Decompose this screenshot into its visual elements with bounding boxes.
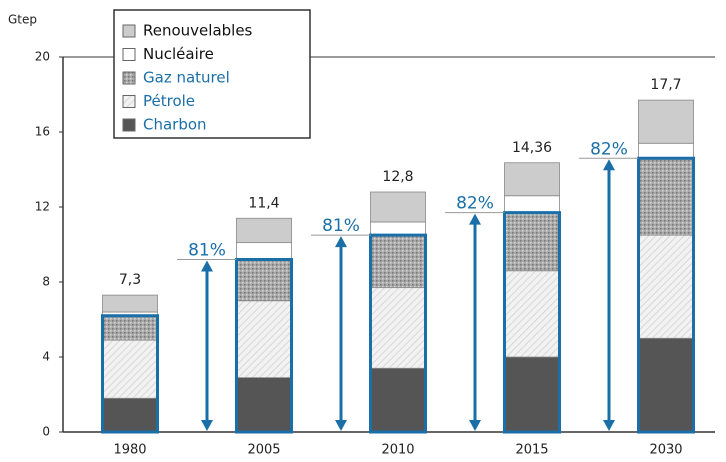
bar-segment bbox=[102, 397, 158, 433]
bar-segment bbox=[236, 377, 292, 433]
bar-segment bbox=[504, 195, 560, 214]
arrow-head bbox=[335, 236, 347, 248]
bar-segment bbox=[102, 339, 158, 399]
bar-segment bbox=[370, 234, 426, 289]
x-tick-label: 2010 bbox=[381, 443, 414, 458]
bar-segment bbox=[236, 217, 292, 244]
fossil-outline bbox=[503, 211, 561, 434]
y-axis-label: Gtep bbox=[8, 13, 37, 27]
share-label: 81% bbox=[188, 241, 226, 261]
bar-segment bbox=[504, 270, 560, 358]
legend-swatch bbox=[122, 71, 136, 85]
arrow-head bbox=[201, 420, 213, 431]
total-label: 12,8 bbox=[382, 169, 413, 185]
share-label: 81% bbox=[322, 216, 360, 236]
y-tick-label: 0 bbox=[42, 425, 50, 439]
bar-segment bbox=[638, 337, 694, 433]
bar-segment bbox=[504, 356, 560, 433]
total-label: 11,4 bbox=[248, 195, 279, 211]
fossil-outline bbox=[235, 258, 293, 434]
fossil-outline bbox=[369, 233, 427, 434]
x-tick-label: 2015 bbox=[515, 443, 548, 458]
legend-label: Gaz naturel bbox=[143, 69, 230, 87]
arrow-head bbox=[469, 420, 481, 431]
y-tick-label: 16 bbox=[35, 125, 50, 139]
x-tick-label: 2030 bbox=[649, 443, 682, 458]
share-label: 82% bbox=[456, 194, 494, 214]
bar-segment bbox=[638, 234, 694, 339]
legend-label: Pétrole bbox=[143, 92, 195, 110]
legend-swatch bbox=[122, 95, 136, 108]
fossil-outline bbox=[637, 156, 695, 434]
legend-swatch bbox=[122, 48, 136, 61]
bar-segment bbox=[236, 259, 292, 302]
legend-label: Nucléaire bbox=[143, 45, 214, 63]
legend-swatch bbox=[122, 24, 136, 38]
bar-segment bbox=[370, 191, 426, 223]
arrow-head bbox=[469, 213, 481, 225]
y-tick-label: 4 bbox=[42, 350, 50, 364]
y-tick-label: 8 bbox=[42, 275, 50, 289]
x-tick-label: 2005 bbox=[247, 443, 280, 458]
arrow-head bbox=[603, 420, 615, 431]
bar-segment bbox=[102, 294, 158, 313]
bar-segment bbox=[236, 300, 292, 379]
total-label: 17,7 bbox=[650, 77, 681, 93]
bar-segment bbox=[638, 99, 694, 144]
bar-segment bbox=[370, 287, 426, 369]
legend-swatch bbox=[122, 118, 136, 132]
total-label: 14,36 bbox=[512, 140, 552, 156]
bar-segment bbox=[638, 157, 694, 236]
total-label: 7,3 bbox=[119, 272, 141, 288]
arrow-head bbox=[335, 420, 347, 431]
legend-label: Renouvelables bbox=[143, 22, 253, 40]
y-tick-label: 12 bbox=[35, 200, 50, 214]
share-label: 82% bbox=[590, 139, 628, 159]
bar-segment bbox=[370, 367, 426, 433]
bar-segment bbox=[370, 221, 426, 236]
bar-segment bbox=[504, 212, 560, 272]
legend-label: Charbon bbox=[143, 116, 207, 134]
arrow-head bbox=[603, 159, 615, 171]
fossil-outline bbox=[101, 314, 159, 434]
bar-segment bbox=[504, 162, 560, 197]
arrow-head bbox=[201, 260, 213, 272]
legend: Renouvelables Nucléaire Gaz naturel Pétrole… bbox=[113, 9, 311, 139]
bar-segment bbox=[236, 242, 292, 260]
x-tick-label: 1980 bbox=[113, 443, 146, 458]
bar-segment bbox=[102, 315, 158, 341]
legend-box bbox=[113, 9, 311, 139]
bar-segment bbox=[638, 142, 694, 159]
y-tick-label: 20 bbox=[35, 50, 50, 64]
